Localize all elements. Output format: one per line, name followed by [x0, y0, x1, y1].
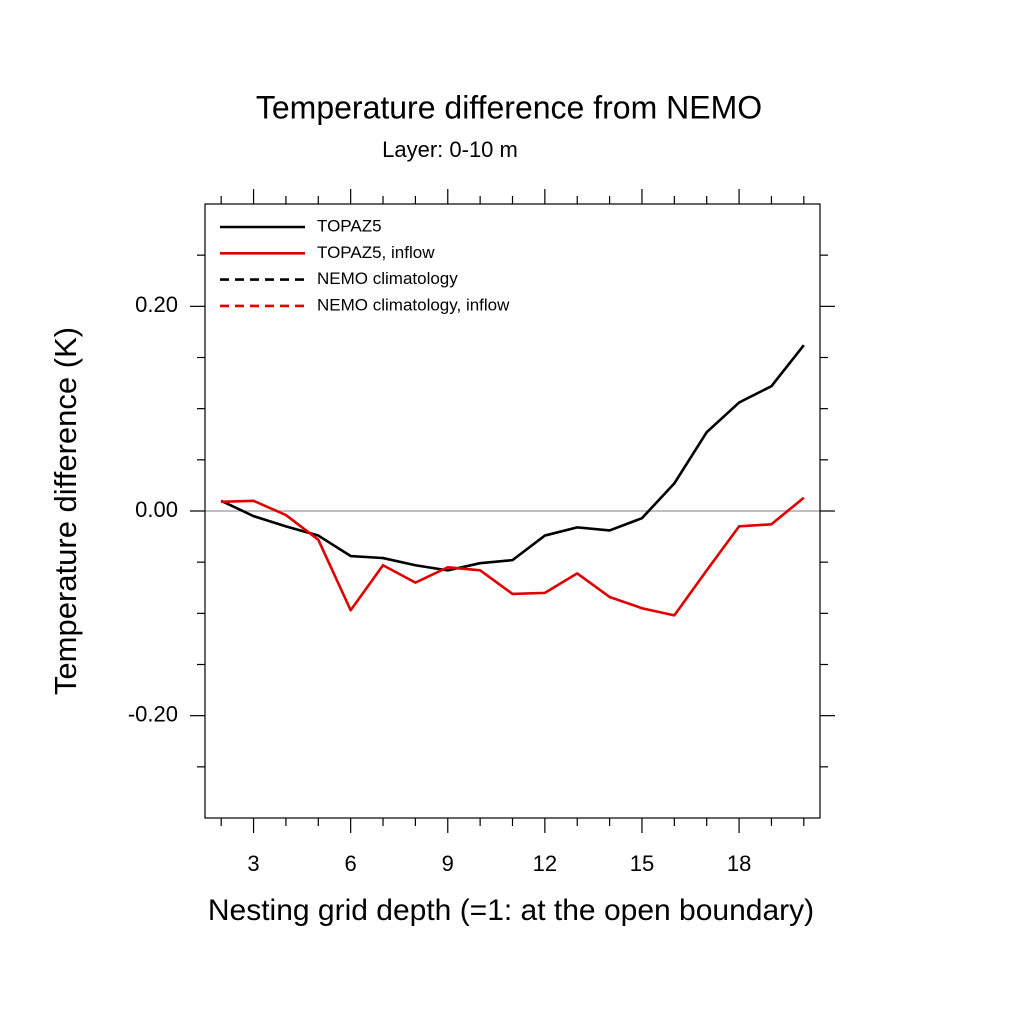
y-tick-label: -0.20	[128, 701, 178, 726]
legend-label: TOPAZ5	[317, 216, 382, 235]
x-tick-label: 9	[442, 851, 454, 876]
series-line	[221, 496, 805, 617]
x-tick-label: 3	[247, 851, 259, 876]
legend-label: NEMO climatology	[317, 269, 458, 288]
legend-label: TOPAZ5, inflow	[317, 243, 435, 262]
chart-subtitle: Layer: 0-10 m	[382, 137, 518, 162]
x-axis-label: Nesting grid depth (=1: at the open boun…	[208, 894, 814, 927]
y-tick-label: 0.20	[135, 292, 178, 317]
y-tick-label: 0.00	[135, 497, 178, 522]
x-tick-label: 12	[533, 851, 557, 876]
legend-label: NEMO climatology, inflow	[317, 295, 510, 314]
x-tick-label: 18	[727, 851, 751, 876]
series-line	[220, 344, 805, 572]
x-tick-label: 6	[345, 851, 357, 876]
x-tick-label: 15	[630, 851, 654, 876]
y-axis-label: Temperature difference (K)	[48, 327, 83, 695]
chart-title: Temperature difference from NEMO	[256, 89, 762, 125]
